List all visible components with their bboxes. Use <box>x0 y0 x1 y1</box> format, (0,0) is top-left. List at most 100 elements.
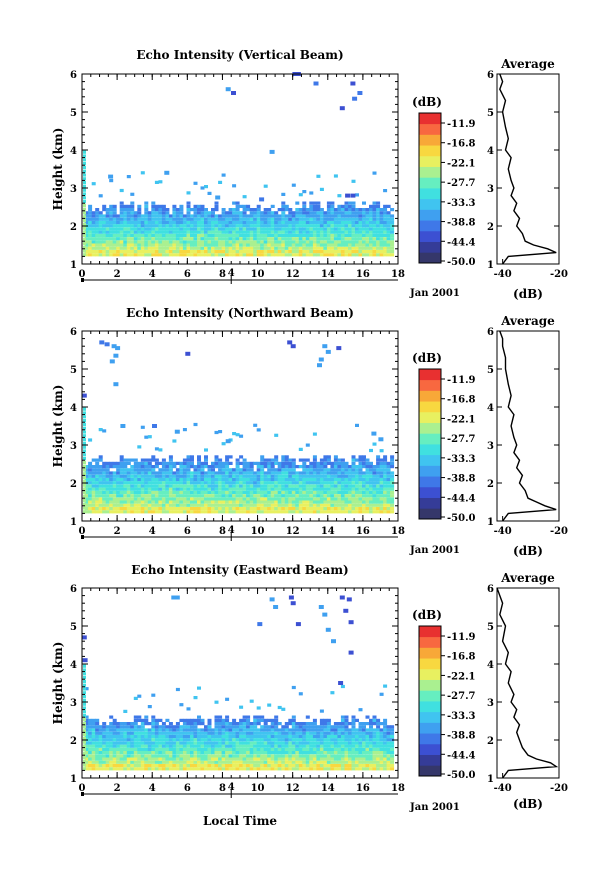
echo-cell <box>102 731 107 735</box>
echo-cell <box>337 211 342 215</box>
echo-cell <box>91 503 96 507</box>
echo-cell <box>246 760 251 764</box>
echo-cell <box>119 764 124 768</box>
echo-cell <box>105 728 110 732</box>
echo-cell <box>383 747 388 751</box>
echo-cell <box>267 731 272 735</box>
echo-cell <box>316 510 321 514</box>
echo-cell <box>330 468 335 472</box>
echo-cell <box>197 217 201 221</box>
echo-cell <box>133 741 138 745</box>
echo-cell <box>116 217 121 221</box>
echo-cell <box>204 224 208 228</box>
echo-cell <box>200 747 205 751</box>
echo-cell <box>165 477 170 482</box>
echo-cell <box>323 731 328 735</box>
echo-cell <box>319 227 324 231</box>
echo-cell <box>123 227 128 231</box>
echo-cell <box>168 250 173 254</box>
echo-cell <box>344 751 349 755</box>
echo-cell <box>144 211 149 215</box>
echo-cell <box>376 757 381 761</box>
echo-cell <box>295 230 300 234</box>
echo-cell <box>256 764 261 768</box>
echo-cell <box>83 181 86 185</box>
echo-cell <box>369 497 373 501</box>
echo-cell <box>186 468 191 472</box>
echo-cell <box>351 211 356 215</box>
echo-cell <box>369 760 373 764</box>
echo-cell <box>137 481 142 485</box>
echo-cell <box>140 500 145 504</box>
echo-cell <box>197 220 201 225</box>
echo-cell <box>235 507 240 511</box>
echo-cell <box>214 715 219 719</box>
echo-cell <box>281 500 286 504</box>
echo-cell <box>288 211 293 215</box>
echo-cell <box>256 728 261 732</box>
echo-cell <box>218 722 223 726</box>
echo-cell <box>207 471 212 475</box>
echo-cell <box>161 494 166 498</box>
echo-cell <box>348 503 352 507</box>
echo-cell <box>109 764 114 768</box>
echo-cell <box>88 250 93 254</box>
echo-cell <box>232 507 237 511</box>
echo-cell <box>91 731 96 735</box>
echo-cell <box>84 230 89 234</box>
echo-cell <box>137 487 142 491</box>
echo-cell <box>98 237 103 241</box>
echo-cell <box>319 214 324 218</box>
echo-cell <box>309 250 314 254</box>
echo-cell <box>246 747 251 751</box>
echo-cell <box>263 458 268 462</box>
echo-cell <box>362 741 366 745</box>
echo-cell <box>267 494 272 498</box>
echo-cell <box>98 468 103 472</box>
echo-cell <box>291 211 296 215</box>
echo-cell <box>274 731 279 735</box>
echo-cell <box>256 481 261 485</box>
echo-cell <box>302 468 307 472</box>
echo-cell <box>83 502 86 506</box>
echo-cell <box>235 754 240 758</box>
echo-cell <box>372 507 377 511</box>
echo-cell <box>270 725 275 729</box>
echo-cell <box>158 246 163 250</box>
echo-cell <box>144 233 149 237</box>
echo-cell <box>326 731 331 735</box>
echo-cell <box>330 507 335 511</box>
echo-cell <box>158 494 163 498</box>
echo-cell <box>302 741 307 745</box>
echo-cell <box>88 227 93 231</box>
echo-cell <box>383 497 388 501</box>
echo-cell <box>119 494 124 498</box>
echo-cell <box>362 484 366 488</box>
sparse-echo <box>111 344 117 349</box>
echo-cell <box>281 458 286 462</box>
echo-cell <box>109 253 114 257</box>
echo-cell <box>256 477 261 482</box>
echo-cell <box>326 468 331 472</box>
x-tick-label: 4 <box>149 526 156 537</box>
echo-cell <box>91 760 96 764</box>
echo-cell <box>323 211 328 215</box>
echo-cell <box>274 751 279 755</box>
echo-cell <box>161 243 166 247</box>
echo-cell <box>102 481 107 485</box>
echo-cell <box>200 741 205 745</box>
echo-cell <box>365 468 370 472</box>
echo-cell <box>369 734 373 739</box>
echo-cell <box>253 477 258 482</box>
echo-cell <box>228 734 233 739</box>
echo-cell <box>379 458 384 462</box>
echo-cell <box>158 767 163 771</box>
echo-cell <box>126 208 131 212</box>
echo-cell <box>116 725 121 729</box>
echo-cell <box>165 240 170 244</box>
echo-cell <box>246 217 251 221</box>
echo-cell <box>270 477 275 482</box>
echo-cell <box>228 731 233 735</box>
echo-cell <box>263 477 268 482</box>
echo-cell <box>372 171 377 175</box>
